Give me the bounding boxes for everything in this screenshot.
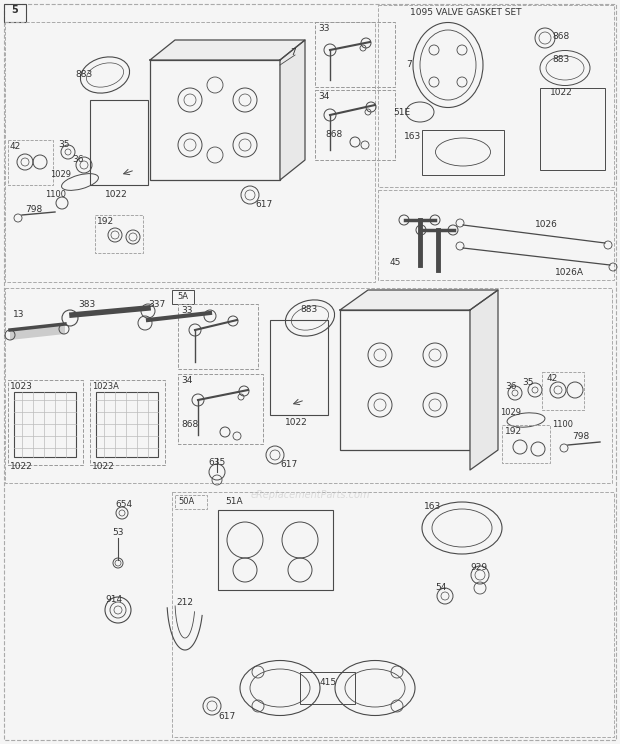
Text: 45: 45: [390, 258, 401, 267]
Text: 1029: 1029: [500, 408, 521, 417]
Bar: [315, 90, 395, 160]
Text: 635: 635: [208, 458, 225, 467]
Text: 163: 163: [424, 502, 441, 511]
Text: 617: 617: [255, 200, 272, 209]
Text: 192: 192: [97, 217, 114, 226]
Text: 883: 883: [75, 70, 92, 79]
Text: 798: 798: [572, 432, 589, 441]
Text: 383: 383: [78, 300, 95, 309]
Text: 35: 35: [58, 140, 69, 149]
Text: 654: 654: [115, 500, 132, 509]
Bar: [4, 4, 26, 22]
Text: 35: 35: [522, 378, 533, 387]
Text: 51E: 51E: [393, 108, 410, 117]
Text: 798: 798: [25, 205, 42, 214]
Text: 1022: 1022: [105, 190, 128, 199]
Text: 192: 192: [505, 427, 522, 436]
Bar: [8, 140, 53, 185]
Text: 1023A: 1023A: [92, 382, 119, 391]
Text: 914: 914: [105, 595, 122, 604]
Bar: [95, 215, 143, 253]
Bar: [270, 320, 328, 415]
Bar: [175, 495, 207, 509]
Polygon shape: [280, 40, 305, 180]
Bar: [340, 310, 470, 450]
Text: 42: 42: [547, 374, 558, 383]
Text: 212: 212: [176, 598, 193, 607]
Text: 42: 42: [10, 142, 21, 151]
Text: 54: 54: [435, 583, 446, 592]
Text: 337: 337: [148, 300, 166, 309]
Bar: [96, 392, 158, 457]
Bar: [90, 100, 148, 185]
Text: 1023: 1023: [10, 382, 33, 391]
Text: 34: 34: [181, 376, 192, 385]
Text: 883: 883: [300, 305, 317, 314]
Bar: [315, 22, 395, 87]
Text: 1022: 1022: [10, 462, 33, 471]
Text: 1095 VALVE GASKET SET: 1095 VALVE GASKET SET: [410, 8, 521, 17]
Text: 36: 36: [505, 382, 516, 391]
Bar: [502, 425, 550, 463]
Text: 1022: 1022: [285, 418, 308, 427]
Bar: [172, 492, 614, 737]
Bar: [5, 288, 612, 483]
Bar: [540, 88, 605, 170]
Polygon shape: [150, 40, 305, 60]
Text: 5A: 5A: [177, 292, 188, 301]
Bar: [90, 380, 165, 465]
Text: 1029: 1029: [50, 170, 71, 179]
Text: 5: 5: [12, 5, 19, 15]
Text: 868: 868: [181, 420, 198, 429]
Bar: [8, 380, 83, 465]
Bar: [422, 130, 504, 175]
Bar: [378, 5, 614, 187]
Text: 415: 415: [320, 678, 337, 687]
Text: 53: 53: [112, 528, 123, 537]
Text: 7: 7: [290, 48, 296, 57]
Bar: [542, 372, 584, 410]
Polygon shape: [340, 290, 498, 310]
Text: 51A: 51A: [225, 497, 242, 506]
Bar: [218, 510, 333, 590]
Text: 13: 13: [13, 310, 25, 319]
Bar: [14, 392, 76, 457]
Text: 868: 868: [325, 130, 342, 139]
Text: 617: 617: [218, 712, 235, 721]
Bar: [178, 374, 263, 444]
Bar: [300, 672, 355, 704]
Text: 1026A: 1026A: [555, 268, 584, 277]
Bar: [178, 304, 258, 369]
Text: 1026: 1026: [535, 220, 558, 229]
Polygon shape: [10, 324, 65, 340]
Text: 1100: 1100: [552, 420, 573, 429]
Text: eReplacementParts.com: eReplacementParts.com: [250, 490, 370, 500]
Text: 929: 929: [470, 563, 487, 572]
Bar: [5, 22, 375, 282]
Text: 868: 868: [552, 32, 569, 41]
Text: 33: 33: [318, 24, 329, 33]
Bar: [172, 290, 194, 304]
Text: 33: 33: [181, 306, 192, 315]
Text: 1022: 1022: [92, 462, 115, 471]
Text: 163: 163: [404, 132, 421, 141]
Text: 1100: 1100: [45, 190, 66, 199]
Text: 7: 7: [406, 60, 412, 69]
Text: 50A: 50A: [178, 497, 194, 506]
Bar: [378, 190, 614, 280]
Polygon shape: [470, 290, 498, 470]
Text: 34: 34: [318, 92, 329, 101]
Bar: [150, 60, 280, 180]
Text: 883: 883: [552, 55, 569, 64]
Text: 617: 617: [280, 460, 297, 469]
Text: 1022: 1022: [550, 88, 573, 97]
Text: 36: 36: [72, 155, 84, 164]
